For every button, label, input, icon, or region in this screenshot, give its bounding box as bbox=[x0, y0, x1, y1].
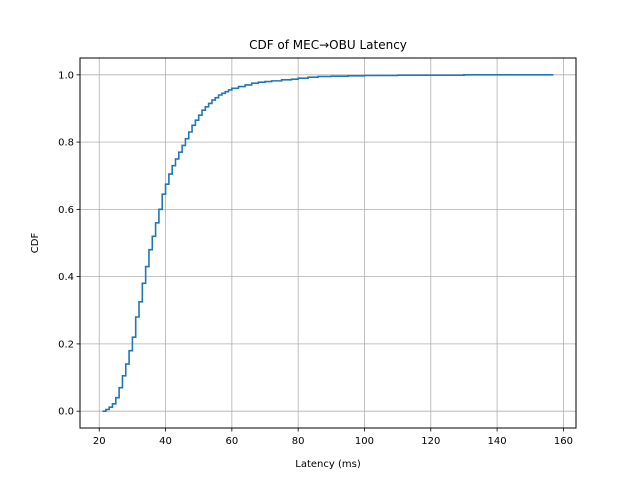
x-tick-label: 160 bbox=[554, 436, 573, 447]
cdf-series-line bbox=[102, 74, 554, 412]
y-tick-label: 1.0 bbox=[58, 70, 74, 81]
y-tick-label: 0.4 bbox=[58, 272, 74, 283]
x-tick-label: 40 bbox=[159, 436, 172, 447]
y-axis-label: CDF bbox=[30, 233, 41, 254]
y-tick-label: 0.0 bbox=[58, 407, 74, 418]
axis-ticks: 20 40 60 80 100 120 140 160 0.0 0.2 0.4 0.6 0.8 1.0 bbox=[58, 70, 573, 447]
chart-title: CDF of MEC→OBU Latency bbox=[249, 38, 407, 52]
x-tick-label: 60 bbox=[225, 436, 238, 447]
x-tick-label: 80 bbox=[292, 436, 305, 447]
x-tick-label: 20 bbox=[93, 436, 106, 447]
x-tick-label: 140 bbox=[488, 436, 507, 447]
y-tick-label: 0.6 bbox=[58, 205, 74, 216]
y-tick-label: 0.8 bbox=[58, 138, 74, 149]
y-tick-label: 0.2 bbox=[58, 339, 74, 350]
plot-frame bbox=[79, 57, 577, 429]
x-tick-label: 120 bbox=[421, 436, 440, 447]
x-axis-label: Latency (ms) bbox=[295, 459, 361, 470]
x-tick-label: 100 bbox=[355, 436, 374, 447]
series-layer bbox=[102, 74, 554, 412]
